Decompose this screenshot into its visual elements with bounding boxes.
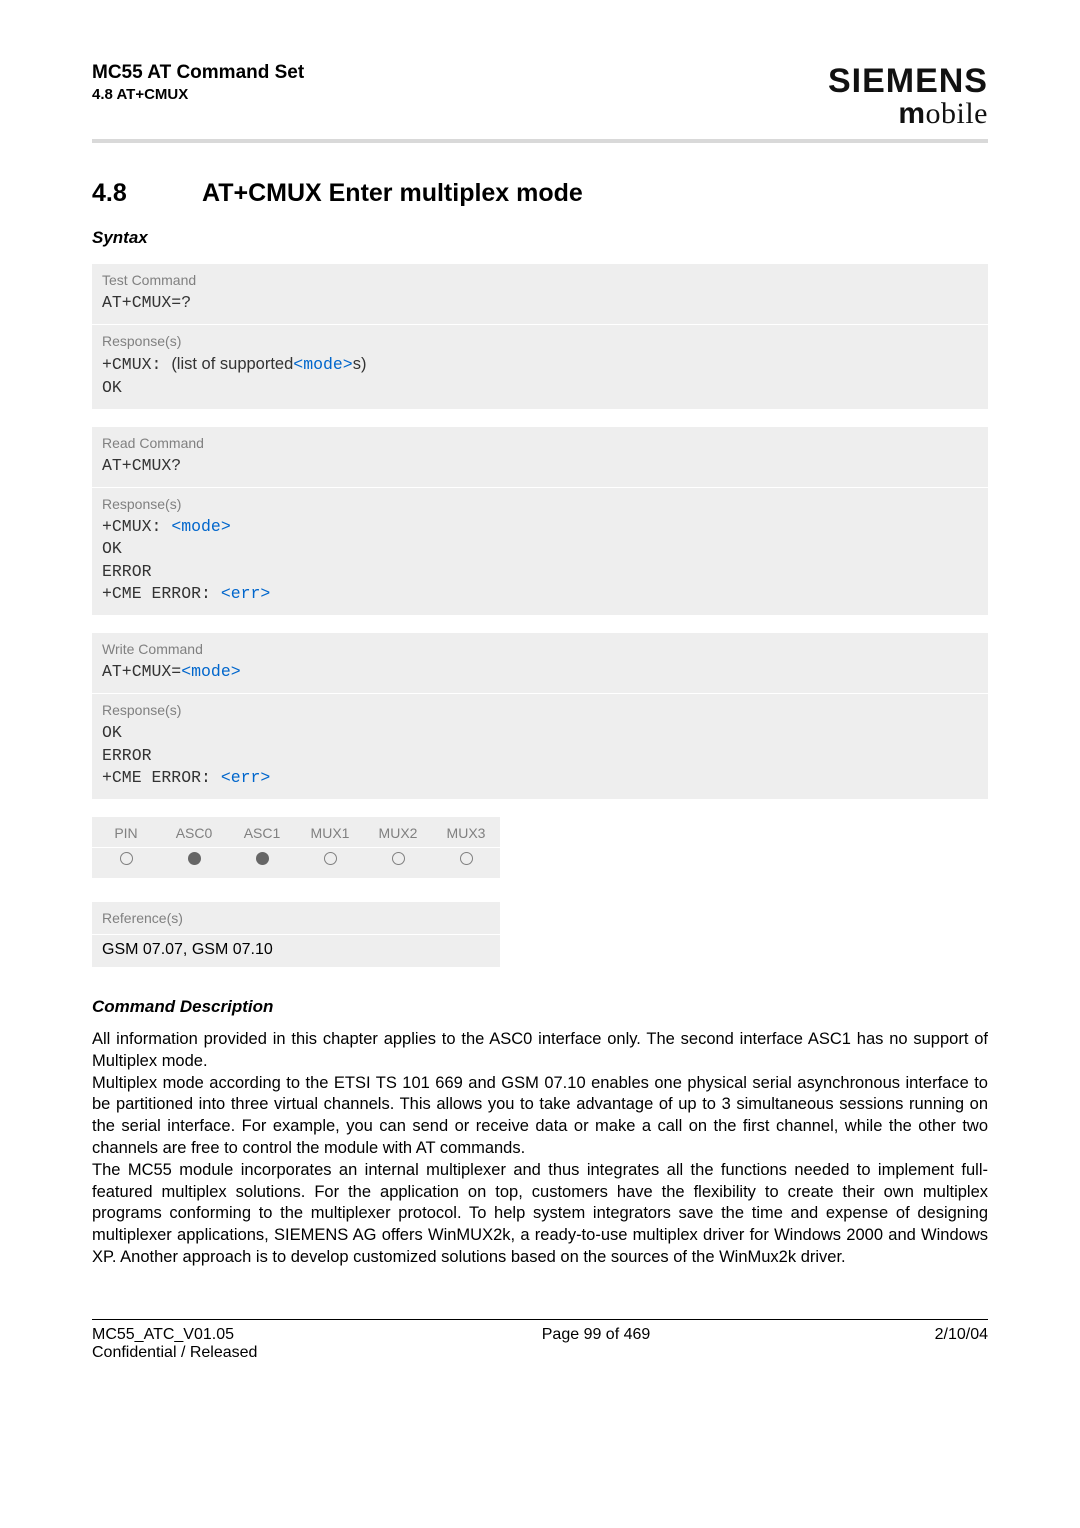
read-command-box: Read Command AT+CMUX? Response(s) +CMUX:…	[92, 427, 988, 615]
test-response-label: Response(s)	[102, 333, 978, 349]
page-header: MC55 AT Command Set 4.8 AT+CMUX SIEMENS …	[92, 62, 988, 131]
support-col-mux3: MUX3	[432, 817, 500, 847]
write-command-cmd: AT+CMUX=<mode>	[102, 661, 978, 683]
brand-mobile: mobile	[828, 97, 988, 131]
brand-logo: SIEMENS mobile	[828, 62, 988, 131]
write-command-label: Write Command	[102, 641, 978, 657]
footer-confidential: Confidential / Released	[92, 1344, 257, 1362]
section-title: 4.8AT+CMUX Enter multiplex mode	[92, 179, 988, 208]
support-cell-mux2	[392, 852, 405, 865]
test-response-ok: OK	[102, 377, 978, 399]
description-label: Command Description	[92, 997, 988, 1017]
support-value-row	[92, 848, 500, 878]
support-col-asc0: ASC0	[160, 817, 228, 847]
doc-title: MC55 AT Command Set	[92, 62, 304, 84]
read-response-label: Response(s)	[102, 496, 978, 512]
support-col-mux2: MUX2	[364, 817, 432, 847]
support-col-asc1: ASC1	[228, 817, 296, 847]
test-response-line1: +CMUX: (list of supported<mode>s)	[102, 353, 978, 376]
support-cell-mux3	[460, 852, 473, 865]
read-response-line1: +CMUX: <mode>	[102, 516, 978, 538]
section-number: 4.8	[92, 179, 202, 208]
doc-subtitle: 4.8 AT+CMUX	[92, 86, 304, 103]
header-left: MC55 AT Command Set 4.8 AT+CMUX	[92, 62, 304, 103]
reference-box: Reference(s) GSM 07.07, GSM 07.10	[92, 902, 500, 967]
write-response-ok: OK	[102, 722, 978, 744]
read-response-error: ERROR	[102, 561, 978, 583]
brand-siemens: SIEMENS	[828, 62, 988, 101]
support-col-mux1: MUX1	[296, 817, 364, 847]
write-response-error: ERROR	[102, 745, 978, 767]
page-footer: MC55_ATC_V01.05 Confidential / Released …	[92, 1326, 988, 1362]
reference-label: Reference(s)	[102, 910, 490, 926]
header-divider	[92, 139, 988, 143]
support-cell-asc0	[188, 852, 201, 865]
write-response-cme: +CME ERROR: <err>	[102, 767, 978, 789]
read-command-cmd: AT+CMUX?	[102, 455, 978, 477]
test-command-box: Test Command AT+CMUX=? Response(s) +CMUX…	[92, 264, 988, 409]
support-col-pin: PIN	[92, 817, 160, 847]
support-header-row: PIN ASC0 ASC1 MUX1 MUX2 MUX3	[92, 817, 500, 847]
write-command-box: Write Command AT+CMUX=<mode> Response(s)…	[92, 633, 988, 799]
description-body: All information provided in this chapter…	[92, 1029, 988, 1268]
test-command-label: Test Command	[102, 272, 978, 288]
section-heading: AT+CMUX Enter multiplex mode	[202, 179, 583, 207]
footer-divider	[92, 1319, 988, 1320]
reference-text: GSM 07.07, GSM 07.10	[92, 935, 500, 967]
support-cell-asc1	[256, 852, 269, 865]
read-response-cme: +CME ERROR: <err>	[102, 583, 978, 605]
read-command-label: Read Command	[102, 435, 978, 451]
support-cell-mux1	[324, 852, 337, 865]
support-cell-pin	[120, 852, 133, 865]
footer-date: 2/10/04	[935, 1326, 988, 1362]
syntax-label: Syntax	[92, 228, 988, 248]
footer-page: Page 99 of 469	[542, 1326, 651, 1362]
footer-left: MC55_ATC_V01.05 Confidential / Released	[92, 1326, 257, 1362]
support-table: PIN ASC0 ASC1 MUX1 MUX2 MUX3	[92, 817, 500, 879]
footer-version: MC55_ATC_V01.05	[92, 1326, 257, 1344]
read-response-ok: OK	[102, 538, 978, 560]
write-response-label: Response(s)	[102, 702, 978, 718]
test-command-cmd: AT+CMUX=?	[102, 292, 978, 314]
